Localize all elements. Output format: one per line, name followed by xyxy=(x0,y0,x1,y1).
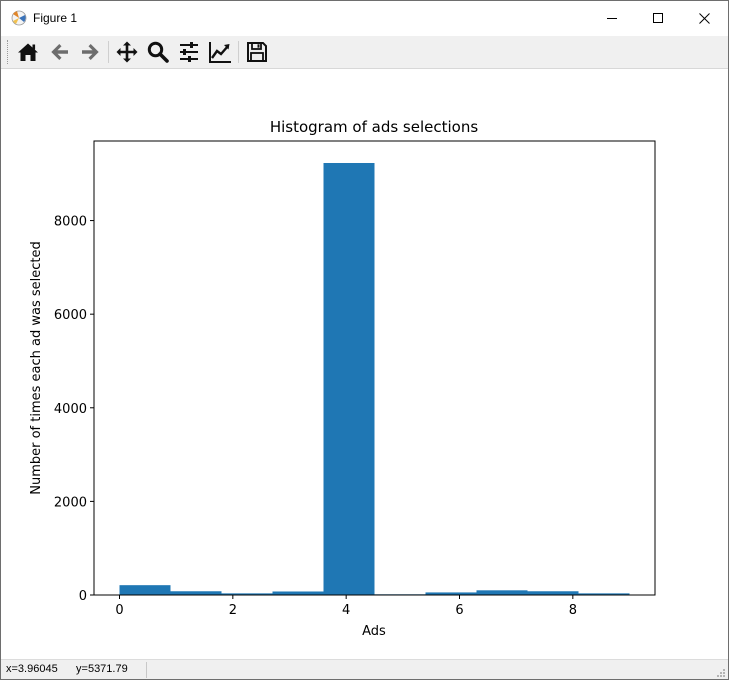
y-tick-label: 0 xyxy=(79,589,87,604)
histogram-bar xyxy=(221,593,273,595)
minimize-button[interactable] xyxy=(590,1,636,36)
pan-icon xyxy=(116,41,138,63)
y-tick-label: 4000 xyxy=(54,402,87,417)
toolbar-grip[interactable] xyxy=(7,40,10,64)
home-button[interactable] xyxy=(14,38,42,66)
status-bar: x=3.96045 y=5371.79 xyxy=(1,659,728,679)
save-button[interactable] xyxy=(243,38,271,66)
subplots-icon xyxy=(180,42,198,62)
histogram-bar xyxy=(119,585,171,595)
zoom-button[interactable] xyxy=(144,38,172,66)
back-button[interactable] xyxy=(46,38,74,66)
pan-button[interactable] xyxy=(113,38,141,66)
plot-frame xyxy=(93,140,656,596)
y-tick-label: 6000 xyxy=(54,308,87,323)
y-tick-label: 2000 xyxy=(54,495,87,510)
histogram-bar xyxy=(425,592,477,595)
minimize-icon xyxy=(607,18,617,19)
close-button[interactable] xyxy=(682,1,728,36)
matplotlib-logo-icon xyxy=(11,10,27,26)
histogram-bar xyxy=(272,591,324,595)
maximize-icon xyxy=(653,13,663,23)
histogram-bar xyxy=(476,590,528,595)
resize-grip-icon[interactable] xyxy=(716,668,726,678)
zoom-icon xyxy=(147,41,169,63)
histogram-bar xyxy=(170,591,222,595)
x-tick-label: 0 xyxy=(115,603,123,618)
forward-button[interactable] xyxy=(76,38,104,66)
window-title: Figure 1 xyxy=(33,11,78,25)
close-icon xyxy=(699,13,710,24)
status-divider xyxy=(146,662,147,678)
x-tick-label: 2 xyxy=(229,603,237,618)
histogram-bar xyxy=(323,162,375,596)
back-arrow-icon xyxy=(51,44,68,60)
histogram-bar xyxy=(578,593,630,595)
edit-axis-button[interactable] xyxy=(206,38,234,66)
configure-subplots-button[interactable] xyxy=(175,38,203,66)
chart-title: Histogram of ads selections xyxy=(270,118,479,136)
histogram-bar xyxy=(527,591,579,595)
y-tick-label: 8000 xyxy=(54,215,87,230)
toolbar-separator xyxy=(238,41,239,63)
forward-arrow-icon xyxy=(82,44,99,60)
x-tick-label: 8 xyxy=(569,603,577,618)
navigation-toolbar xyxy=(1,36,728,69)
x-axis-label: Ads xyxy=(362,624,386,639)
x-tick-label: 6 xyxy=(455,603,463,618)
histogram-chart: Histogram of ads selections 0 2 4 6 8 0 2000 4… xyxy=(29,118,656,639)
figure-canvas[interactable]: Histogram of ads selections 0 2 4 6 8 0 2000 4… xyxy=(1,69,728,659)
toolbar-separator xyxy=(108,41,109,63)
y-axis-label: Number of times each ad was selected xyxy=(29,241,44,495)
x-tick-label: 4 xyxy=(342,603,350,618)
home-icon xyxy=(18,43,38,61)
cursor-coordinates: x=3.96045 y=5371.79 xyxy=(6,663,128,675)
maximize-button[interactable] xyxy=(636,1,682,36)
title-bar[interactable]: Figure 1 xyxy=(1,1,728,36)
edit-axis-icon xyxy=(209,42,231,63)
save-icon xyxy=(247,42,267,62)
